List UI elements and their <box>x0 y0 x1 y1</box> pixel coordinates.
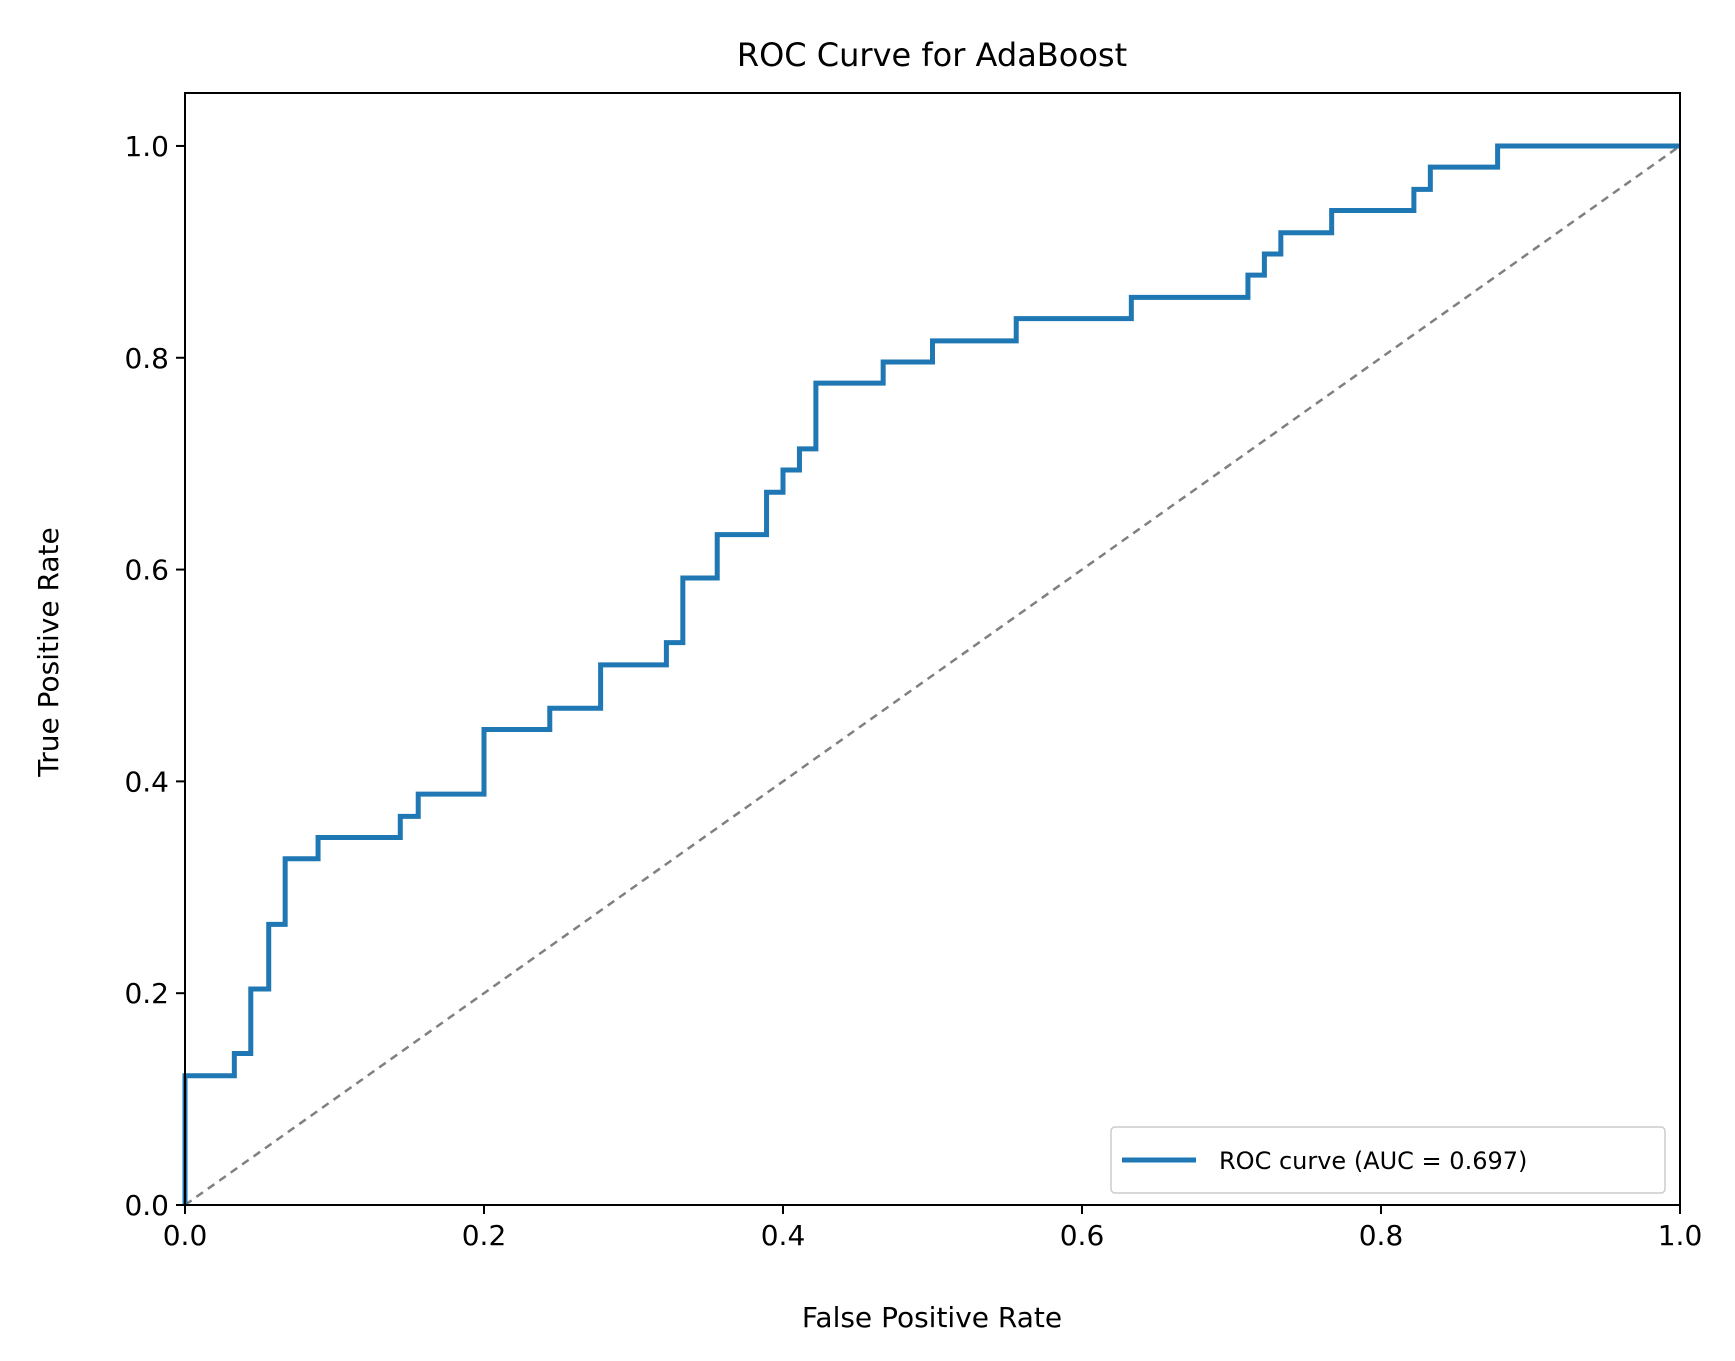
y-tick-label: 0.8 <box>124 342 169 375</box>
x-tick-label: 0.8 <box>1359 1219 1404 1252</box>
x-axis-label: False Positive Rate <box>802 1301 1062 1334</box>
legend-label-roc: ROC curve (AUC = 0.697) <box>1219 1147 1527 1175</box>
y-axis-label: True Positive Rate <box>32 527 65 777</box>
plot-area <box>182 143 1681 1207</box>
axes-frame <box>184 92 1681 1206</box>
y-tick-label: 0.2 <box>124 977 169 1010</box>
x-tick-label: 0.2 <box>462 1219 507 1252</box>
x-tick-label: 0.0 <box>163 1219 208 1252</box>
roc-curve-line <box>182 143 1680 1205</box>
x-tick-label: 1.0 <box>1658 1219 1703 1252</box>
y-tick-label: 0.6 <box>124 554 169 587</box>
legend-frame <box>1110 1126 1666 1194</box>
y-tick-label: 0.4 <box>124 765 169 798</box>
x-tick-label: 0.6 <box>1060 1219 1105 1252</box>
y-tick-label: 1.0 <box>124 130 169 163</box>
chance-diagonal-line <box>184 144 1681 1207</box>
chart-title: ROC Curve for AdaBoost <box>737 36 1127 74</box>
x-tick-label: 0.4 <box>761 1219 806 1252</box>
legend: ROC curve (AUC = 0.697) <box>1110 1126 1666 1194</box>
axes: 0.0 0.2 0.4 0.6 0.8 1.0 0.0 0.2 0.4 0.6 0.8 1.0 <box>124 92 1703 1252</box>
y-tick-label: 0.0 <box>124 1189 169 1222</box>
